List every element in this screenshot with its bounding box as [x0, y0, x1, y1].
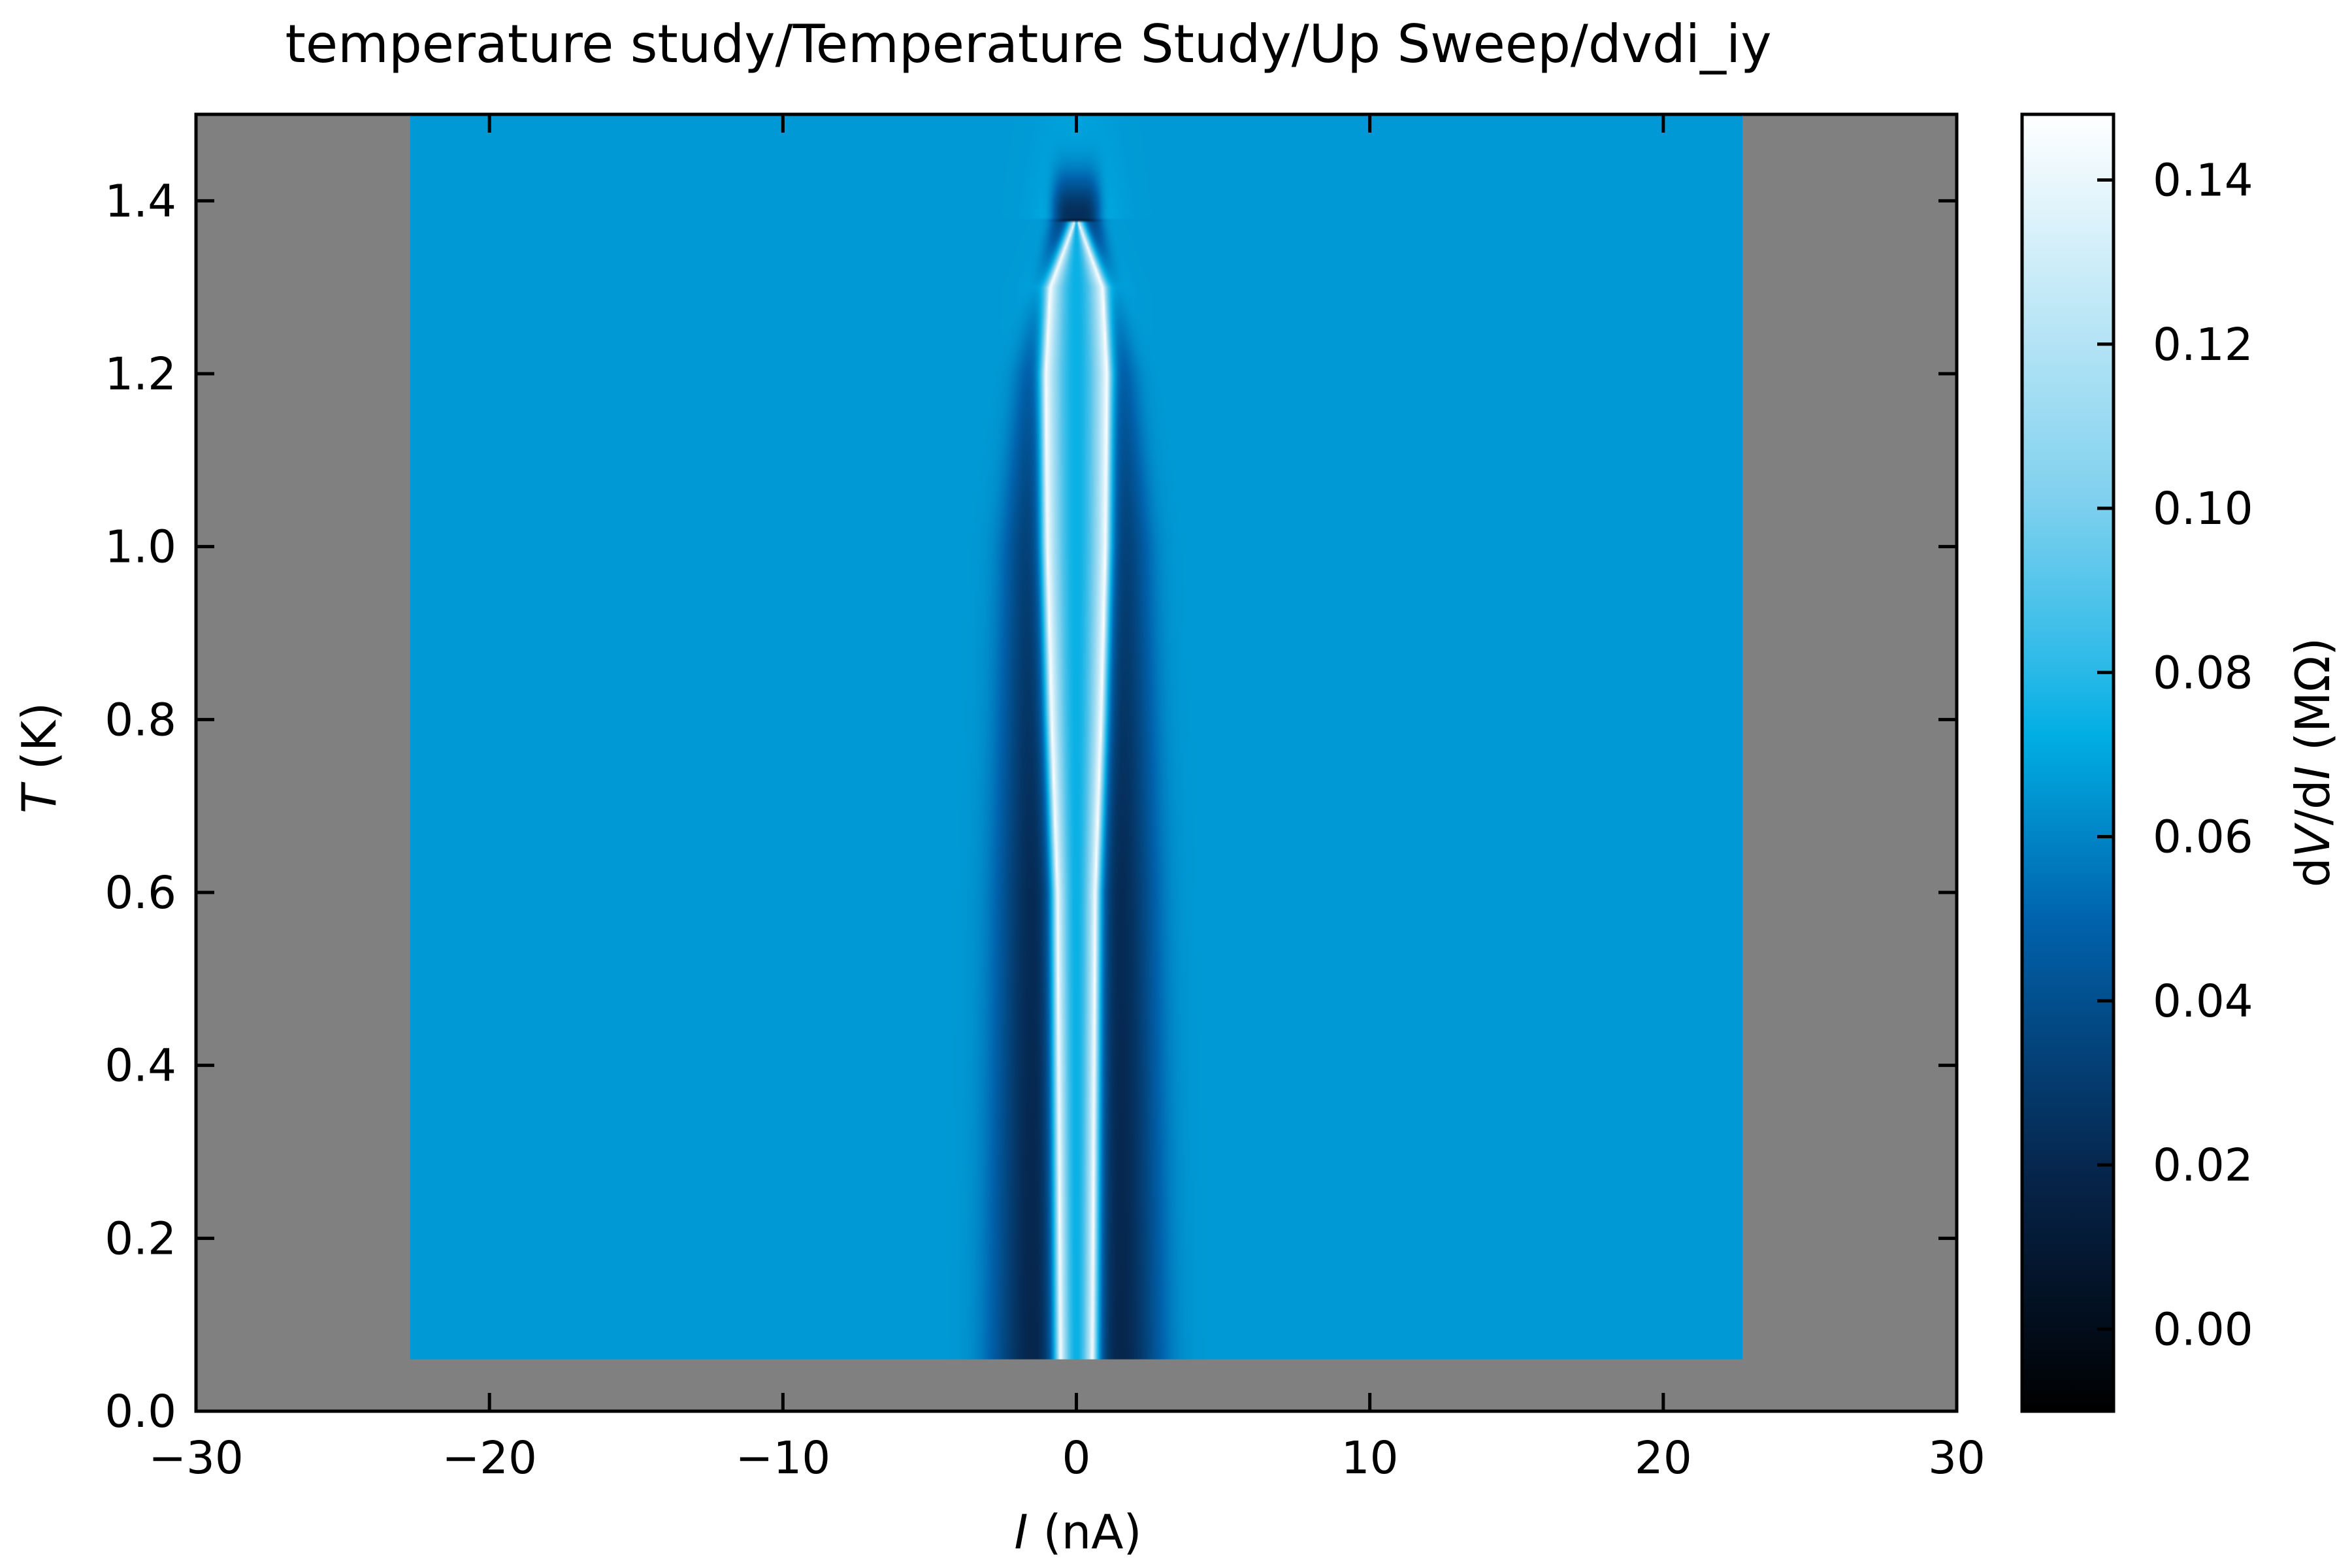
heatmap-image — [410, 114, 1743, 1360]
colorbar: 0.00 0.02 0.04 0.06 0.08 0.10 0.12 0.14 dV/dI (… — [2020, 112, 2340, 1413]
cbar-label-v: V — [2285, 822, 2340, 857]
colorbar-ticks: 0.00 0.02 0.04 0.06 0.08 0.10 0.12 0.14 — [2097, 155, 2253, 1356]
colorbar-frame — [2020, 112, 2115, 1413]
y-axis-unit: (K) — [12, 702, 67, 785]
y-tick-label: 0.8 — [105, 694, 176, 746]
y-axis-label: T (K) — [12, 702, 67, 813]
y-ticks: 0.0 0.2 0.4 0.6 0.8 1.0 1.2 1.4 — [105, 175, 1957, 1438]
y-axis-symbol: T — [12, 781, 67, 813]
y-tick-label: 1.4 — [105, 175, 176, 227]
cbar-label-d2: /d — [2285, 779, 2340, 825]
chart-title: temperature study/Temperature Study/Up S… — [285, 14, 1771, 74]
y-tick-label: 0.2 — [105, 1213, 176, 1265]
y-tick-label: 1.0 — [105, 521, 176, 574]
y-tick-label: 0.4 — [105, 1040, 176, 1092]
cbar-label-d1: d — [2285, 857, 2340, 887]
colorbar-tick-label: 0.08 — [2153, 647, 2253, 699]
y-tick-label: 1.2 — [105, 348, 176, 400]
x-tick-label: 20 — [1635, 1432, 1692, 1484]
x-axis-label: I (nA) — [1014, 1505, 1141, 1560]
plot-area: −30 −20 −10 0 10 20 30 0.0 0.2 0.4 0.6 0.8 1.0 1.2 1.… — [105, 112, 1985, 1484]
colorbar-label: dV/dI (MΩ) — [2285, 638, 2340, 887]
colorbar-tick-label: 0.12 — [2153, 319, 2253, 371]
x-axis-unit: (nA) — [1028, 1505, 1142, 1560]
x-tick-label: 30 — [1928, 1432, 1985, 1484]
cbar-label-i: I — [2285, 766, 2340, 779]
y-tick-label: 0.6 — [105, 867, 176, 919]
colorbar-tick-label: 0.14 — [2153, 155, 2253, 207]
colorbar-tick-label: 0.10 — [2153, 483, 2253, 535]
x-tick-label: −30 — [148, 1432, 244, 1484]
colorbar-gradient — [2022, 114, 2114, 1411]
cbar-label-unit: (MΩ) — [2285, 638, 2340, 766]
x-axis-symbol: I — [1014, 1505, 1028, 1560]
y-tick-label: 0.0 — [105, 1386, 176, 1438]
x-tick-label: −10 — [736, 1432, 831, 1484]
colorbar-tick-label: 0.00 — [2153, 1303, 2253, 1356]
x-ticks: −30 −20 −10 0 10 20 30 — [148, 114, 1985, 1484]
x-tick-label: −20 — [442, 1432, 537, 1484]
x-tick-label: 0 — [1062, 1432, 1091, 1484]
colorbar-tick-label: 0.06 — [2153, 811, 2253, 864]
colorbar-tick-label: 0.04 — [2153, 975, 2253, 1028]
x-tick-label: 10 — [1341, 1432, 1399, 1484]
colorbar-tick-label: 0.02 — [2153, 1139, 2253, 1192]
